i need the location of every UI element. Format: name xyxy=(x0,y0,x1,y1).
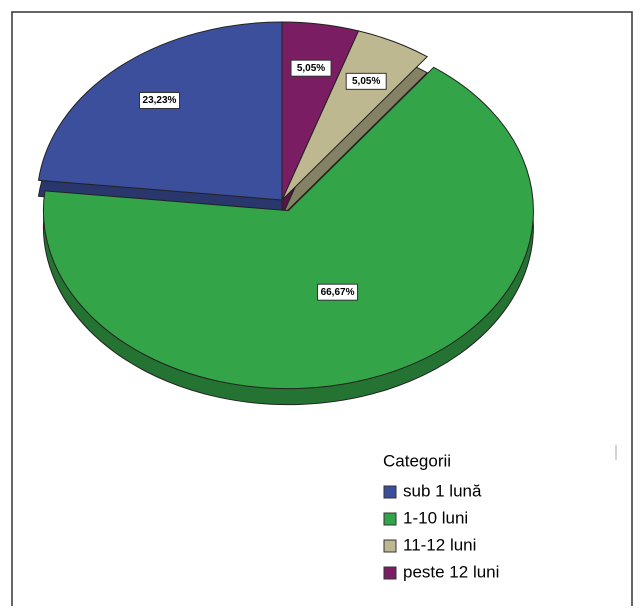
frame xyxy=(11,11,633,611)
value-label-box xyxy=(138,92,180,110)
value-label-box xyxy=(345,72,387,90)
legend-label: 1-10 luni xyxy=(403,508,468,527)
slice xyxy=(42,66,534,390)
value-label: 5,05% xyxy=(297,63,325,74)
value-label-box xyxy=(317,283,359,301)
legend-swatch xyxy=(383,539,397,553)
legend-swatch xyxy=(383,566,397,580)
pie xyxy=(37,21,534,406)
value-label: 23,23% xyxy=(143,95,177,106)
legend-swatch xyxy=(383,485,397,499)
slice xyxy=(37,21,283,201)
legend-label: peste 12 luni xyxy=(403,562,499,581)
legend-title: Categorii xyxy=(383,451,451,470)
value-label: 5,05% xyxy=(352,76,380,87)
legend-swatch xyxy=(383,512,397,526)
legend-label: sub 1 lună xyxy=(403,481,482,500)
legend-label: 11-12 luni xyxy=(403,535,476,554)
value-label-box xyxy=(290,59,332,77)
value-label: 66,67% xyxy=(321,287,355,298)
